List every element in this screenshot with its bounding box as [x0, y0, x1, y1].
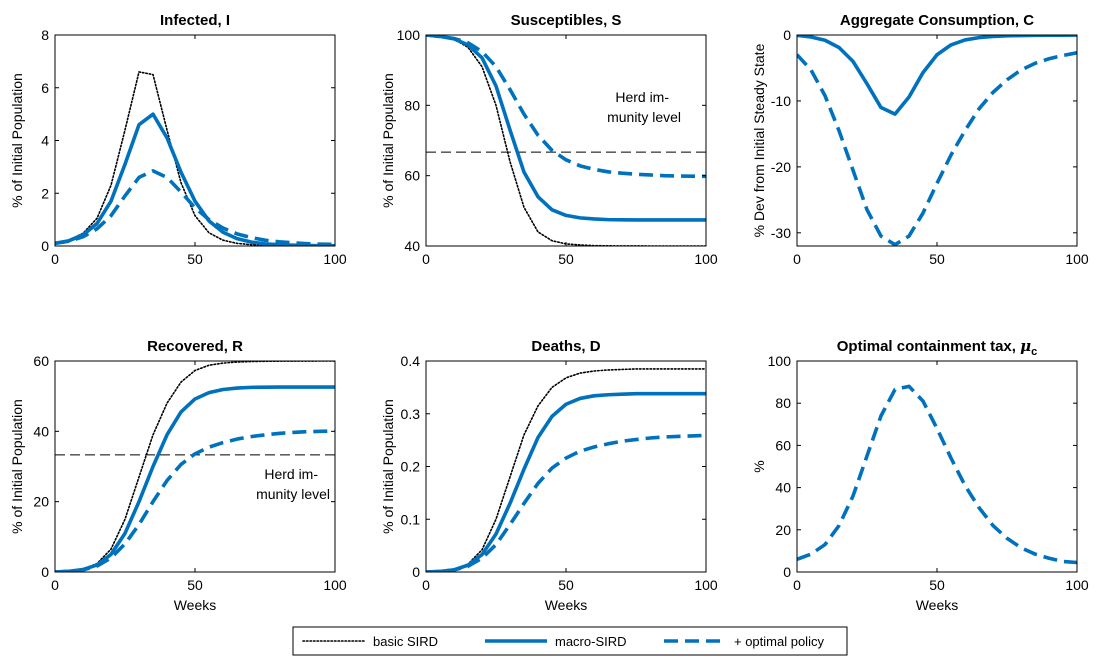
- y-tick-label: 60: [33, 353, 49, 369]
- y-axis-label: %: [751, 460, 767, 472]
- legend-label: macro-SIRD: [555, 634, 627, 649]
- y-tick-label: 60: [775, 437, 791, 453]
- x-tick-label: 100: [1065, 577, 1089, 593]
- x-tick-label: 50: [929, 577, 945, 593]
- y-tick-label: 80: [404, 97, 420, 113]
- series-line-solid: [426, 391, 706, 572]
- y-tick-label: -30: [771, 225, 791, 241]
- y-tick-label: 80: [775, 395, 791, 411]
- panel-3: Aggregate Consumption, C 0 50 100 -30 -20 -10 0…: [751, 12, 1089, 267]
- panel-title: Infected, I: [160, 12, 230, 29]
- panel-4: Recovered, R Herd im-munity level 0 50 100 0 2…: [9, 338, 347, 613]
- y-tick-label: 6: [41, 80, 49, 96]
- x-tick-label: 0: [793, 251, 801, 267]
- x-tick-label: 50: [558, 251, 574, 267]
- x-tick-label: 100: [1065, 251, 1089, 267]
- x-tick-label: 100: [694, 251, 718, 267]
- panel-title: Deaths, D: [531, 338, 600, 355]
- series-line-dashed: [55, 169, 335, 246]
- series-line-dotted: [426, 368, 706, 572]
- x-tick-label: 0: [51, 251, 59, 267]
- series-line-dashed: [797, 51, 1077, 246]
- x-axis-label: Weeks: [174, 597, 217, 613]
- y-axis-label: % of Initial Population: [380, 399, 396, 534]
- x-tick-label: 100: [323, 251, 347, 267]
- y-tick-label: 100: [397, 27, 421, 43]
- y-tick-label: 0: [41, 564, 49, 580]
- panel-title: Aggregate Consumption, C: [840, 12, 1034, 29]
- y-tick-label: 40: [775, 480, 791, 496]
- series-line-solid: [797, 35, 1077, 116]
- axes-box: [796, 34, 1078, 247]
- y-tick-label: 4: [41, 133, 49, 149]
- y-tick-label: 60: [404, 168, 420, 184]
- panel-title: Susceptibles, S: [511, 12, 622, 29]
- axes-box: [796, 360, 1078, 573]
- y-tick-label: 0.1: [401, 511, 421, 527]
- x-tick-label: 50: [187, 251, 203, 267]
- herd-immunity-annotation: Herd im-munity level: [607, 89, 681, 125]
- x-axis-label: Weeks: [545, 597, 588, 613]
- series-line-dotted: [55, 71, 335, 246]
- panel-6: Optimal containment tax, μc 0 50 100 0 20 40 60…: [751, 337, 1089, 613]
- y-tick-label: 2: [41, 185, 49, 201]
- y-tick-label: 0.4: [401, 353, 421, 369]
- legend: basic SIRD macro-SIRD + optimal policy: [292, 626, 848, 656]
- x-tick-label: 0: [422, 577, 430, 593]
- x-tick-label: 0: [422, 251, 430, 267]
- x-tick-label: 100: [323, 577, 347, 593]
- y-tick-label: 100: [768, 353, 792, 369]
- x-tick-label: 50: [558, 577, 574, 593]
- panel-1: Infected, I 0 50 100 0 2 4 6 8 % of Initial Popul…: [9, 12, 347, 267]
- y-tick-label: 40: [404, 238, 420, 254]
- y-axis-label: % of Initial Population: [9, 73, 25, 208]
- y-axis-label: % of Initial Population: [380, 73, 396, 208]
- x-tick-label: 0: [793, 577, 801, 593]
- series-line-solid: [55, 112, 335, 246]
- x-axis-label: Weeks: [916, 597, 959, 613]
- herd-immunity-annotation: Herd im-munity level: [256, 466, 330, 502]
- y-tick-label: -10: [771, 93, 791, 109]
- x-tick-label: 50: [929, 251, 945, 267]
- y-tick-label: 0: [412, 564, 420, 580]
- y-axis-label: % Dev from Initial Steady State: [751, 43, 767, 237]
- y-tick-label: 40: [33, 423, 49, 439]
- panel-title: Recovered, R: [147, 338, 243, 355]
- panel-title: Optimal containment tax, μc: [837, 337, 1037, 358]
- series-line-dashed: [797, 384, 1077, 565]
- y-tick-label: 0: [41, 238, 49, 254]
- series-line-dashed: [426, 433, 706, 572]
- y-tick-label: 0.2: [401, 459, 421, 475]
- panel-5: Deaths, D 0 50 100 0 0.1 0.2 0.3 0.4 % of Initial…: [380, 338, 718, 613]
- series-line-solid: [426, 35, 706, 222]
- x-tick-label: 100: [694, 577, 718, 593]
- legend-box: [292, 626, 848, 656]
- y-tick-label: 20: [775, 522, 791, 538]
- legend-label: + optimal policy: [734, 634, 824, 649]
- y-tick-label: 0: [783, 564, 791, 580]
- y-tick-label: 8: [41, 27, 49, 43]
- x-tick-label: 50: [187, 577, 203, 593]
- x-tick-label: 0: [51, 577, 59, 593]
- series-line-dashed: [55, 429, 335, 572]
- panel-2: Susceptibles, S Herd im-munity level 0 50 10…: [380, 12, 718, 267]
- y-tick-label: 0: [783, 27, 791, 43]
- y-axis-label: % of Initial Population: [9, 399, 25, 534]
- y-tick-label: -20: [771, 159, 791, 175]
- series-line-dashed: [426, 35, 706, 179]
- y-tick-label: 20: [33, 494, 49, 510]
- legend-label: basic SIRD: [373, 634, 438, 649]
- y-tick-label: 0.3: [401, 406, 421, 422]
